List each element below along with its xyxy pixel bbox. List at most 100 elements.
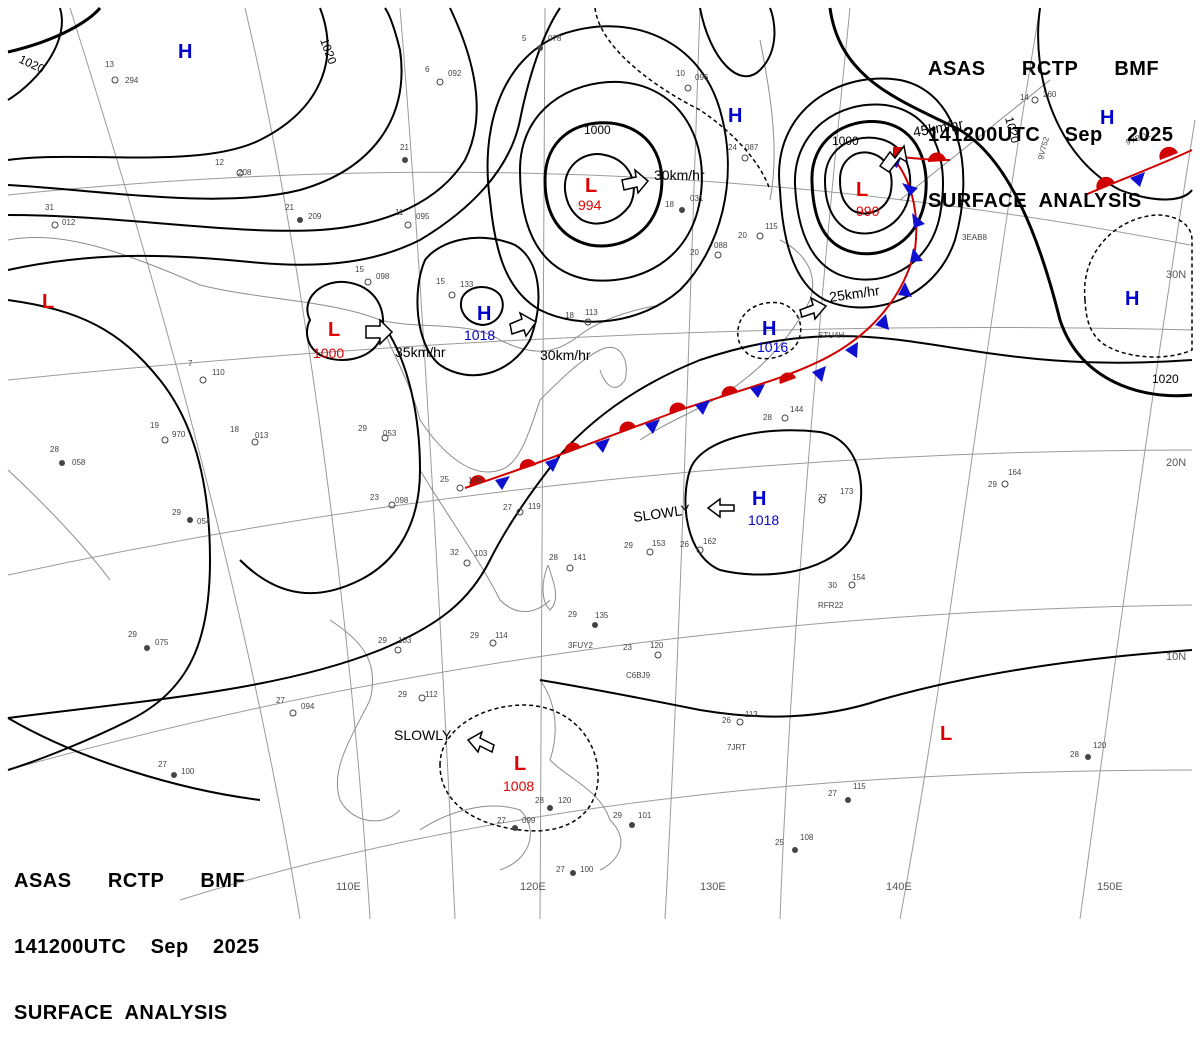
svg-text:098: 098 [376, 272, 390, 281]
svg-text:209: 209 [308, 212, 322, 221]
arrow-icon [706, 497, 735, 519]
station-plot: 29 054 [172, 508, 211, 526]
svg-text:25: 25 [775, 838, 784, 847]
svg-text:133: 133 [460, 280, 474, 289]
ship-id: 3EAB8 [962, 233, 987, 242]
speed-label-japan-high: 25km/hr [828, 282, 881, 305]
chart-header: ASAS RCTP BMF 141200UTC Sep 2025 SURFACE… [928, 14, 1173, 234]
svg-text:28: 28 [549, 553, 558, 562]
station-plot: 29 112 [398, 690, 438, 702]
svg-text:013: 013 [255, 431, 269, 440]
cold-triangle [545, 457, 560, 472]
high-center-japan: H [762, 318, 776, 340]
isobar-japan-low-2 [823, 136, 912, 235]
cold-triangle [845, 342, 858, 358]
philippines-coast [539, 679, 622, 871]
svg-text:164: 164 [1008, 468, 1022, 477]
lon-label-130: 130E [700, 881, 726, 893]
low-center-pacific: L [940, 723, 952, 745]
svg-text:31: 31 [45, 203, 54, 212]
svg-text:100: 100 [181, 767, 195, 776]
isobar-korea-low-big [486, 25, 729, 323]
isobar-south-pacific [539, 649, 1193, 718]
station-plot: 29 164 [988, 468, 1022, 489]
isobar-korea-low-inner [563, 153, 635, 225]
high-center-ne: H [1100, 107, 1114, 129]
svg-text:26: 26 [680, 540, 689, 549]
svg-text:27: 27 [818, 493, 827, 502]
svg-text:30: 30 [828, 581, 837, 590]
svg-text:20: 20 [738, 231, 747, 240]
svg-text:25: 25 [440, 475, 449, 484]
station-plot: 24 087 [728, 143, 759, 162]
station-plot: 5 078 [522, 34, 562, 51]
station-plot: 19 970 [150, 421, 186, 444]
svg-text:28: 28 [535, 796, 544, 805]
parallel-line [7, 326, 1193, 381]
speed-label-gulf-low: 35km/hr [395, 344, 446, 360]
parallel-line [7, 449, 1193, 576]
svg-text:26: 26 [722, 716, 731, 725]
station-plot: 10 096 [676, 69, 709, 92]
meridian-line [1079, 119, 1196, 920]
station-plot: 31 012 [45, 203, 76, 229]
svg-text:27: 27 [556, 865, 565, 874]
svg-text:23: 23 [623, 643, 632, 652]
low-value-japan: 990 [856, 203, 880, 219]
svg-text:120: 120 [1093, 741, 1107, 750]
header-line-3: SURFACE ANALYSIS [928, 190, 1142, 212]
svg-text:29: 29 [624, 541, 633, 550]
warm-scallop [519, 459, 536, 470]
parallel-line [7, 604, 1193, 771]
svg-text:20: 20 [690, 248, 699, 257]
svg-text:115: 115 [765, 222, 778, 231]
svg-text:27: 27 [828, 789, 837, 798]
arrow-icon [621, 168, 650, 195]
svg-text:19: 19 [150, 421, 159, 430]
occlusion-point [893, 147, 903, 157]
station-plot: 14 260 [1020, 90, 1057, 104]
low-center-w: L [42, 291, 54, 313]
station-plot: 15 098 [355, 265, 390, 286]
svg-text:24: 24 [728, 143, 737, 152]
pressure-centers: H L L 1000 H 1018 L 994 H L 990 H H 1016… [42, 41, 1139, 794]
low-center-japan: L [856, 179, 868, 201]
isobar-label: 1020 [1002, 115, 1023, 145]
station-plot: 26 162 [680, 537, 717, 554]
svg-text:208: 208 [238, 168, 252, 177]
svg-text:28: 28 [763, 413, 772, 422]
svg-text:088: 088 [714, 241, 728, 250]
svg-text:21: 21 [400, 143, 409, 152]
svg-text:115: 115 [853, 782, 866, 791]
svg-text:096: 096 [695, 73, 709, 82]
parallel-line [7, 171, 1191, 246]
china-south-coast [419, 469, 551, 613]
cold-triangle [750, 384, 765, 398]
low-value-scs: 1008 [503, 778, 534, 794]
svg-text:29: 29 [988, 480, 997, 489]
dashed-isobar-japan-high [737, 301, 802, 360]
warm-scallop [927, 152, 946, 162]
meridian-line [399, 7, 456, 920]
svg-text:054: 054 [197, 517, 211, 526]
surface-analysis-chart: 110E 120E 130E 140E 150E 30N 20N 10N 102… [7, 7, 1196, 920]
arrow-icon [365, 318, 394, 346]
svg-text:197: 197 [405, 143, 419, 152]
svg-text:100: 100 [580, 865, 594, 874]
svg-text:18: 18 [230, 425, 239, 434]
svg-text:120: 120 [558, 796, 572, 805]
svg-text:094: 094 [301, 702, 315, 711]
svg-text:162: 162 [703, 537, 717, 546]
isobar-nw-d [7, 7, 478, 232]
stationary-front [464, 146, 1193, 490]
china-coast [379, 319, 601, 473]
isobar-nw-b [7, 7, 329, 161]
isobar-pacific-high [684, 429, 863, 576]
station-plot: 20 115 [738, 222, 778, 240]
warm-scallop [1159, 146, 1178, 160]
low-center-gulf: L [328, 319, 340, 341]
svg-text:114: 114 [495, 631, 508, 640]
meridian-line [664, 7, 701, 920]
station-plot: 7 110 [188, 359, 225, 384]
svg-text:14: 14 [1020, 93, 1029, 102]
